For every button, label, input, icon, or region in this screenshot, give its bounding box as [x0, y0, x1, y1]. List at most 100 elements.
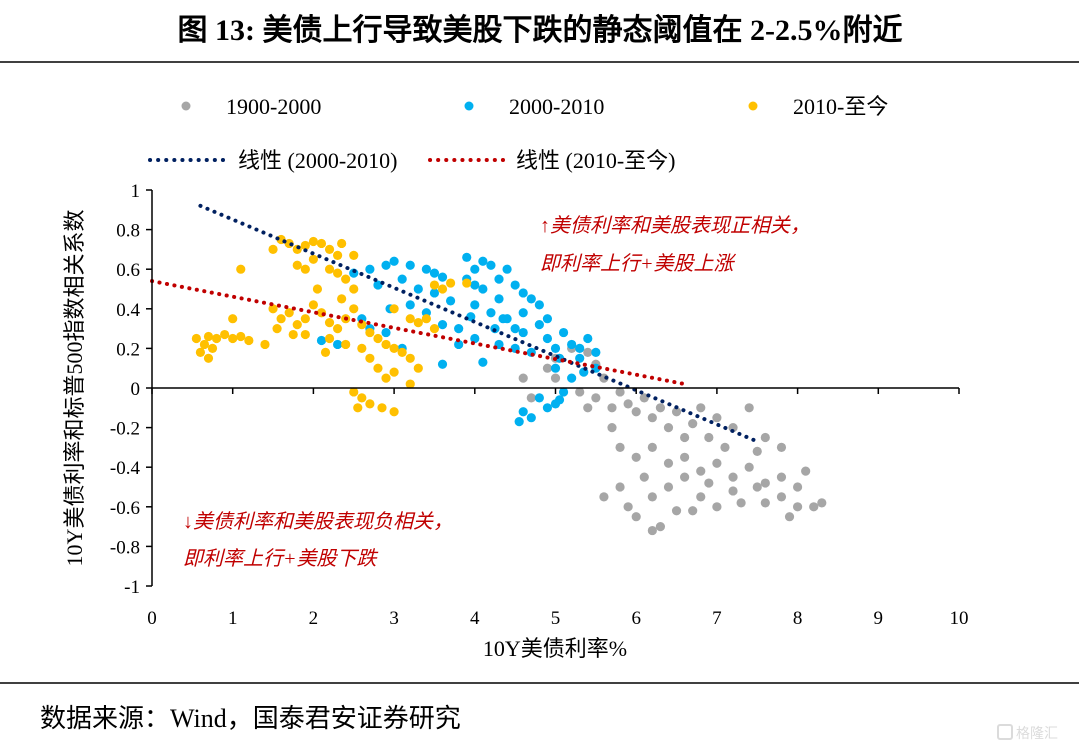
data-point: [381, 339, 391, 350]
data-point: [405, 314, 415, 324]
data-point: [220, 329, 230, 340]
data-point: [462, 252, 472, 262]
data-point: [260, 339, 270, 350]
data-point: [631, 407, 641, 417]
x-tick-label: 5: [551, 608, 561, 629]
data-point: [324, 333, 335, 344]
data-point: [429, 288, 440, 298]
data-point: [720, 442, 730, 452]
data-point: [381, 327, 391, 338]
data-point: [429, 280, 440, 290]
data-point: [554, 395, 565, 405]
data-point: [615, 482, 625, 492]
legend-label-1900-2000: 1900-2000: [226, 94, 321, 119]
data-point: [663, 423, 674, 433]
data-point: [308, 236, 318, 247]
data-point: [526, 413, 536, 423]
y-tick-label: -0.2: [110, 419, 140, 440]
data-point: [300, 329, 310, 340]
data-point: [389, 407, 399, 417]
data-point: [704, 432, 714, 443]
data-point: [207, 343, 218, 353]
data-point: [288, 329, 298, 340]
x-tick-label: 7: [712, 608, 722, 629]
data-point: [333, 339, 343, 350]
data-point: [470, 333, 480, 344]
data-point: [199, 339, 210, 350]
data-point: [381, 260, 391, 270]
data-point: [228, 333, 238, 344]
y-axis-label: 10Y美债利率和标普500指数相关系数: [62, 210, 87, 567]
data-point: [300, 264, 310, 274]
trendline: [150, 279, 687, 387]
data-point: [357, 393, 367, 403]
data-point: [776, 492, 787, 502]
data-point: [470, 264, 480, 274]
data-point: [526, 294, 536, 304]
y-tick-label: -0.8: [110, 537, 140, 558]
data-point: [575, 353, 585, 363]
data-point: [498, 314, 508, 324]
data-point: [466, 312, 476, 322]
data-point: [316, 335, 327, 346]
data-point: [292, 260, 302, 270]
figure-title: 图 13: 美债上行导致美股下跌的静态阈值在 2-2.5%附近: [178, 13, 903, 47]
data-point: [324, 244, 335, 254]
data-point: [494, 274, 504, 284]
data-point: [389, 343, 399, 353]
legend-label-2000-2010: 2000-2010: [509, 94, 604, 119]
data-point: [583, 333, 593, 344]
data-point: [349, 284, 359, 294]
data-point: [445, 278, 456, 288]
x-tick-label: 6: [631, 608, 641, 629]
data-point: [308, 254, 318, 264]
data-point: [244, 335, 254, 346]
data-point: [615, 387, 625, 397]
data-point: [736, 498, 746, 508]
svg-text:格隆汇: 格隆汇: [1016, 726, 1058, 742]
data-point: [365, 327, 375, 338]
axes: 1 0.8 0.6 0.4 0.2 0 -0.2 -0.4 -0.6 -0.8 -1 0 1 2 3 4 5 6 7…: [110, 181, 969, 629]
data-point: [462, 278, 472, 288]
data-point: [337, 294, 347, 304]
data-point: [663, 482, 674, 492]
x-tick-label: 4: [470, 608, 480, 629]
data-point: [373, 280, 383, 290]
data-point: [801, 466, 811, 476]
annotation-negative-line1: ↓美债利率和美股表现负相关，: [183, 511, 453, 533]
data-point: [591, 347, 601, 357]
data-point: [268, 304, 278, 314]
data-point: [680, 432, 690, 443]
data-point: [333, 324, 343, 334]
data-point: [510, 324, 520, 334]
legend-marker-2000-2010: [464, 101, 474, 111]
annotation-positive-line2: 即利率上行+美股上涨: [540, 253, 736, 275]
data-point: [776, 442, 787, 452]
data-point: [349, 250, 359, 260]
plot-area: [150, 203, 827, 536]
data-point: [502, 264, 512, 274]
data-point: [542, 403, 553, 413]
data-point: [671, 407, 682, 417]
data-point: [195, 347, 206, 357]
data-point: [421, 314, 431, 324]
x-tick-label: 10: [950, 608, 969, 629]
data-point: [680, 472, 690, 482]
x-axis-label: 10Y美债利率%: [483, 636, 627, 661]
data-point: [631, 512, 641, 522]
data-point: [663, 458, 674, 468]
data-point: [688, 419, 698, 429]
annotation-positive-line1: ↑美债利率和美股表现正相关，: [540, 215, 810, 237]
data-point: [655, 403, 666, 413]
data-point: [486, 260, 496, 270]
data-point: [534, 393, 544, 403]
data-point: [276, 314, 286, 324]
watermark-logo: 格隆汇: [997, 724, 1058, 742]
data-point: [817, 498, 827, 508]
data-point: [486, 308, 496, 318]
data-point: [647, 442, 657, 452]
data-point: [203, 331, 214, 342]
legend-marker-1900-2000: [181, 101, 191, 111]
data-point: [381, 373, 391, 383]
